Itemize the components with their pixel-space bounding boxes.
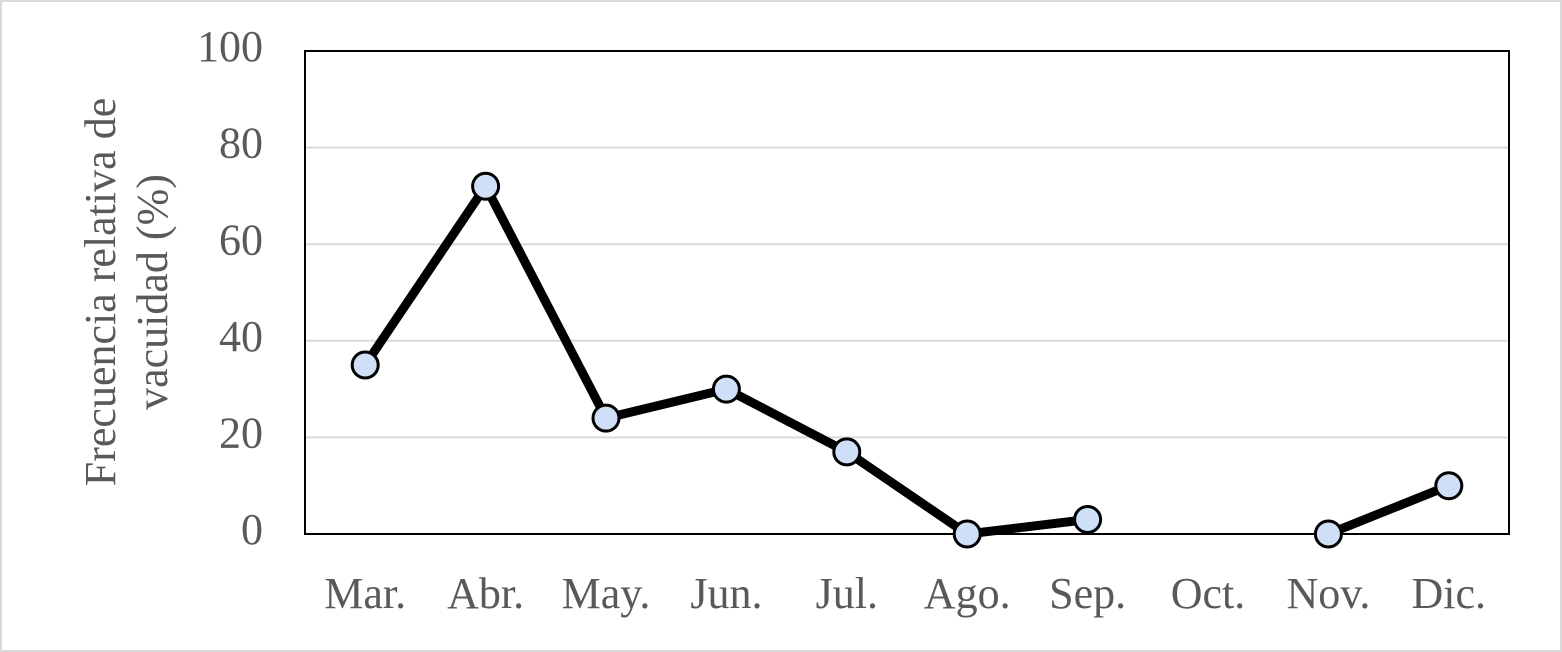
x-tick-label: May.: [562, 569, 651, 618]
x-tick-label: Mar.: [324, 569, 406, 618]
plot-border: [304, 50, 1510, 535]
y-tick-label: 100: [197, 22, 263, 71]
y-axis-label-line: Frecuencia relativa de: [76, 98, 125, 486]
x-tick-label: Ago.: [924, 569, 1011, 618]
y-axis-label: Frecuencia relativa de vacuidad (%): [76, 98, 177, 486]
marker: [350, 350, 380, 380]
marker: [1313, 519, 1343, 549]
y-axis-label-line: vacuidad (%): [128, 174, 177, 410]
marker: [1073, 505, 1103, 535]
x-tick-label: Dic.: [1412, 569, 1487, 618]
marker: [832, 437, 862, 467]
y-tick-label: 0: [241, 505, 263, 554]
marker: [471, 171, 501, 201]
y-tick-label: 20: [219, 408, 263, 457]
marker: [711, 374, 741, 404]
x-tick-label: Jul.: [816, 569, 878, 618]
x-tick-label: Sep.: [1049, 569, 1126, 618]
marker: [952, 519, 982, 549]
y-tick-label: 40: [219, 312, 263, 361]
x-tick-label: Abr.: [447, 569, 524, 618]
x-tick-label: Jun.: [690, 569, 762, 618]
y-tick-label: 60: [219, 215, 263, 264]
marker: [591, 403, 621, 433]
x-tick-label: Oct.: [1171, 569, 1246, 618]
x-tick-label: Nov.: [1286, 569, 1370, 618]
y-tick-label: 80: [219, 119, 263, 168]
marker: [1434, 471, 1464, 501]
